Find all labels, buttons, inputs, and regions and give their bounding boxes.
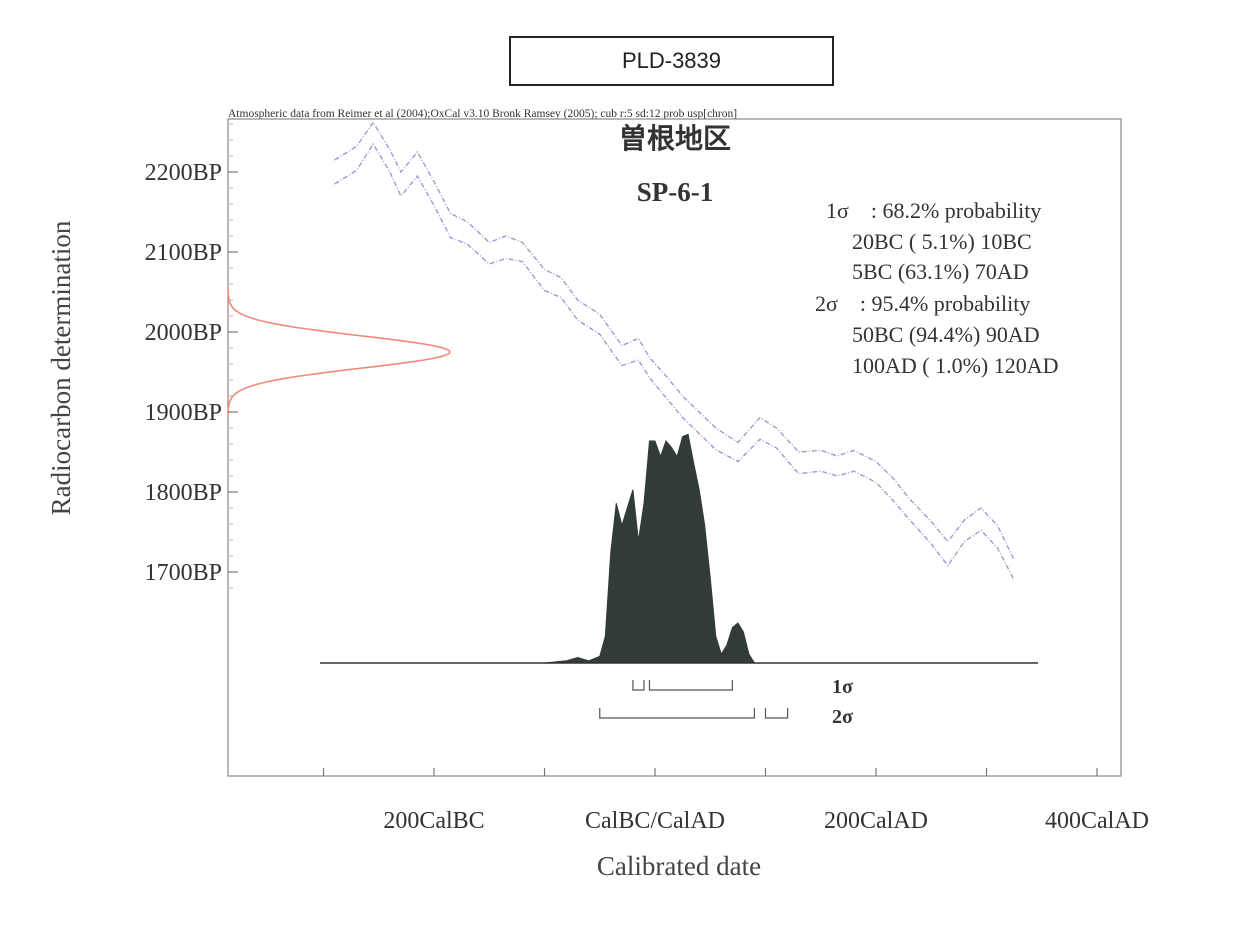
sample-id: PLD-3839 <box>621 48 722 73</box>
x-axis-label: Calibrated date <box>597 851 761 881</box>
x-tick-label: 200CalBC <box>383 808 484 834</box>
plot-frame <box>227 118 1122 777</box>
legend-line: 100AD ( 1.0%) 120AD <box>852 353 1059 378</box>
x-tick-label: CalBC/CalAD <box>585 808 725 834</box>
legend-line: 1σ : 68.2% probability <box>826 198 1041 223</box>
legend-line: 20BC ( 5.1%) 10BC <box>852 229 1032 254</box>
y-tick-label: 1800BP <box>145 480 222 506</box>
chart-attribution: Atmospheric data from Reimer et al (2004… <box>228 108 737 120</box>
legend: 1σ : 68.2% probability 20BC ( 5.1%) 10BC 5… <box>815 198 1059 378</box>
legend-line: 5BC (63.1%) 70AD <box>852 259 1029 284</box>
range-2sigma <box>599 708 756 719</box>
x-tick-label: 200CalAD <box>824 808 928 834</box>
chart-title: 曽根地区 <box>619 122 731 155</box>
y-tick-label: 1700BP <box>145 560 222 586</box>
probability-distribution <box>500 433 799 664</box>
calibration-curve-upper <box>334 121 1015 561</box>
y-tick-label: 2200BP <box>145 160 222 186</box>
range-1sigma-label: 1σ <box>832 676 853 698</box>
y-tick-label: 2000BP <box>145 320 222 346</box>
legend-line: 50BC (94.4%) 90AD <box>852 322 1040 347</box>
range-1sigma <box>648 680 733 691</box>
legend-line: 2σ : 95.4% probability <box>815 291 1030 316</box>
calibration-curve-lower <box>334 142 1015 581</box>
x-tick-label: 400CalAD <box>1045 808 1149 834</box>
range-2sigma-label: 2σ <box>832 706 853 728</box>
sample-id-box: PLD-3839 <box>509 36 834 86</box>
range-2sigma <box>764 708 789 719</box>
measurement-distribution <box>227 288 451 416</box>
range-1sigma <box>632 680 645 691</box>
y-tick-label: 1900BP <box>145 400 222 426</box>
y-axis-label: Radiocarbon determination <box>46 220 76 515</box>
y-tick-label: 2100BP <box>145 240 222 266</box>
chart-subtitle: SP-6-1 <box>637 177 714 207</box>
